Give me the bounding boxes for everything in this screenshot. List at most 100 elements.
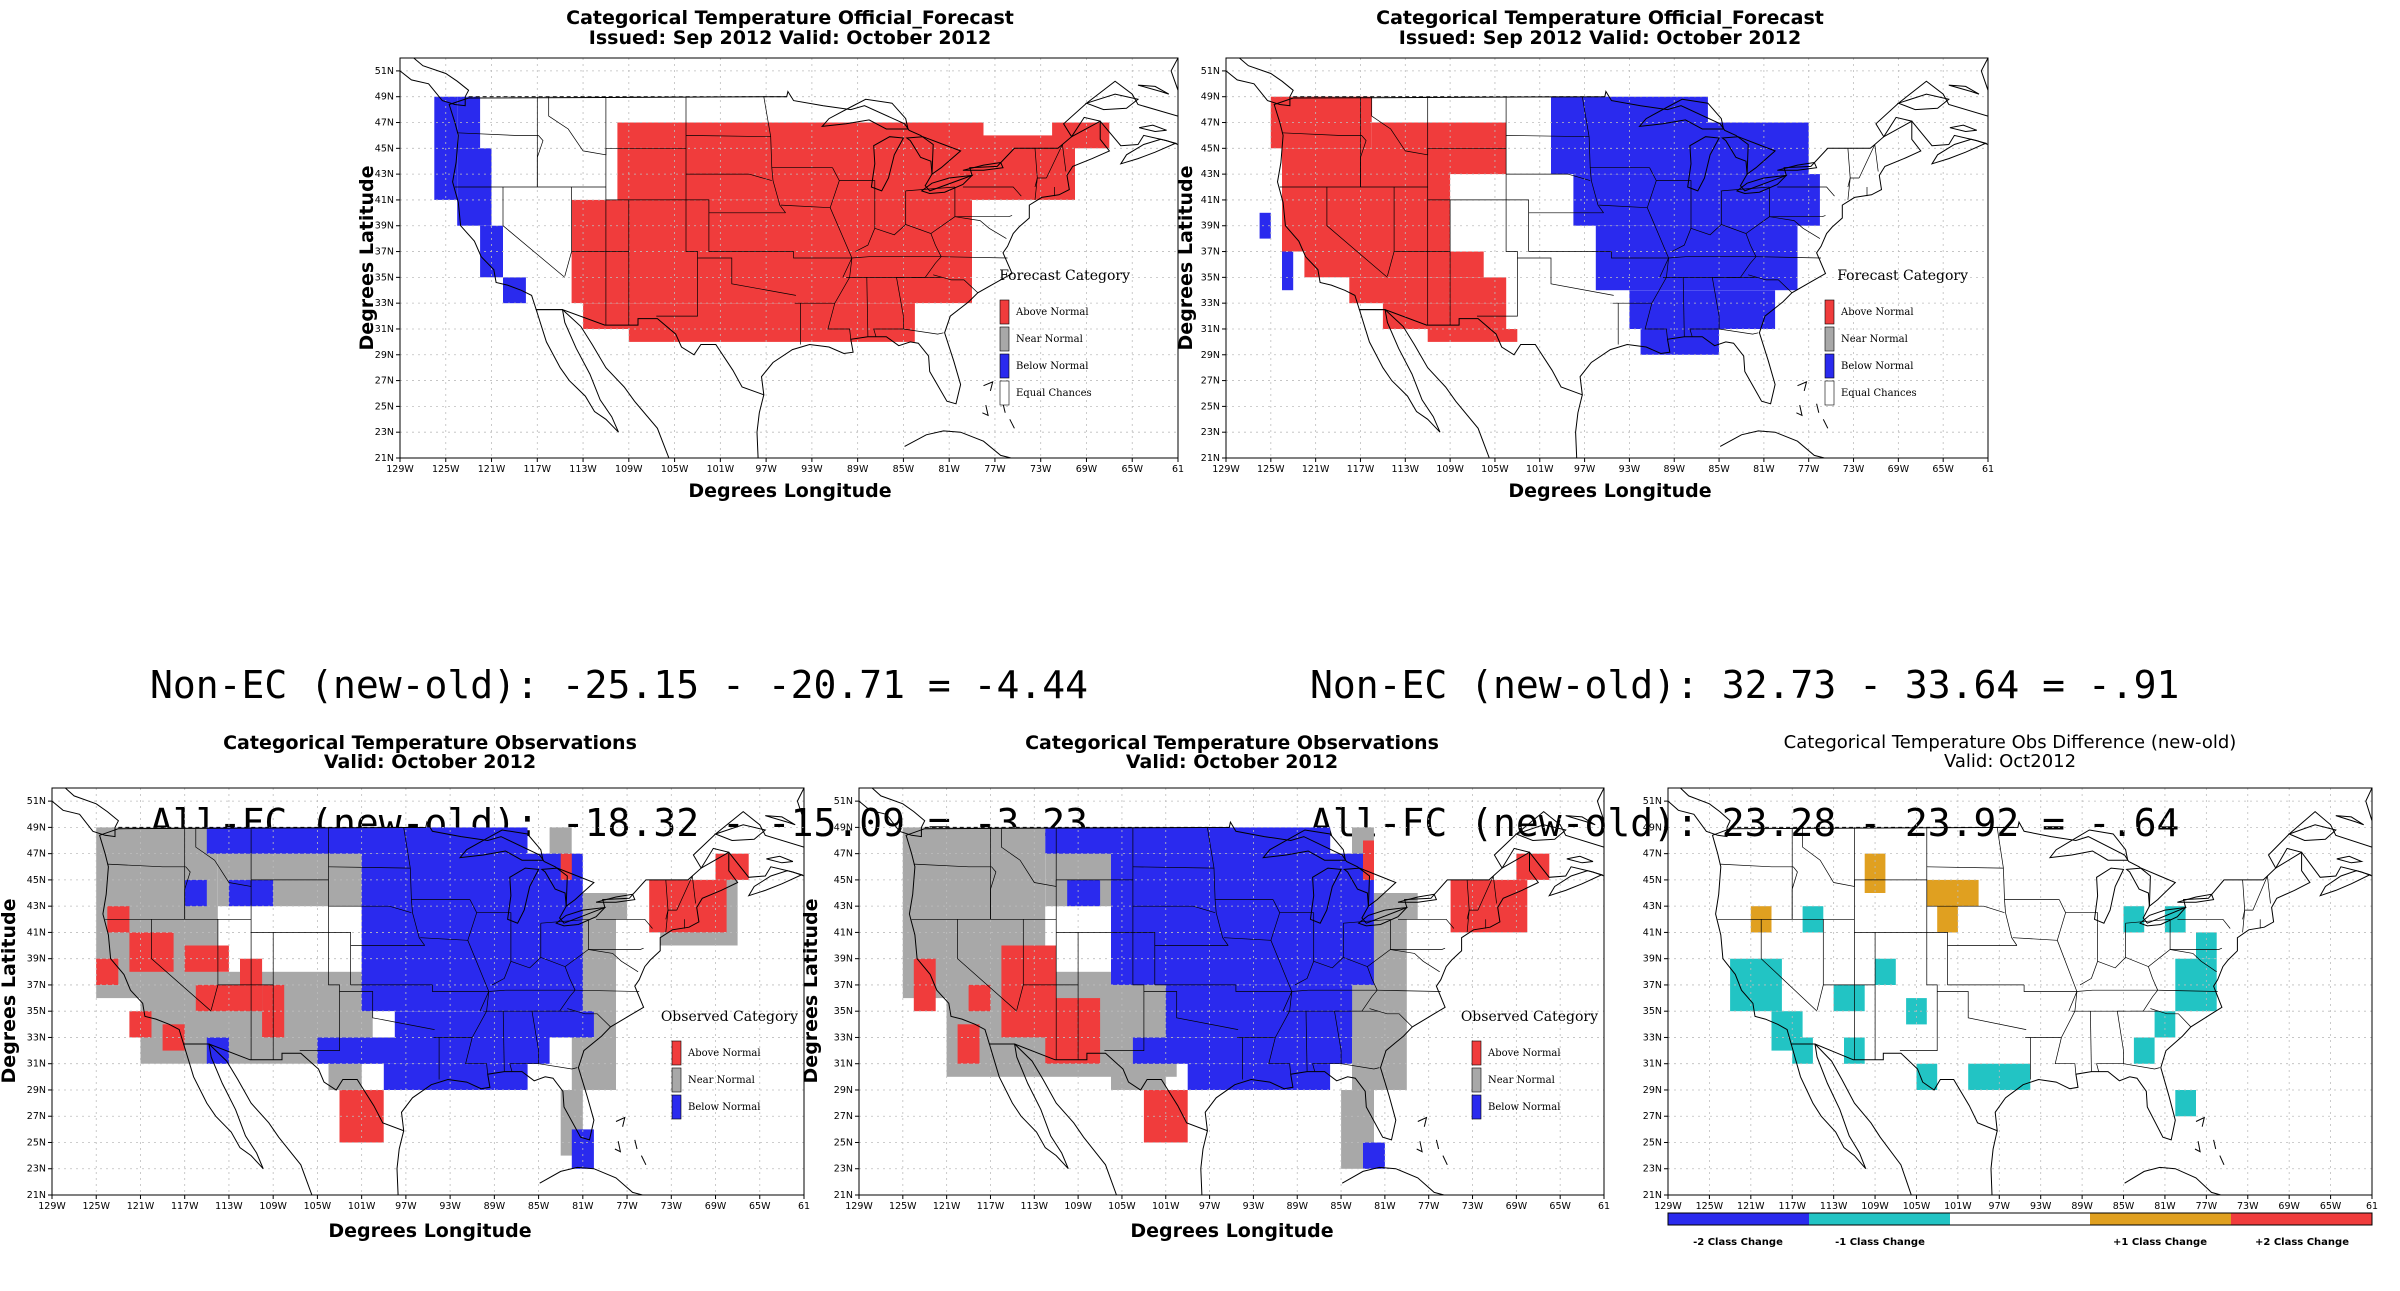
latitude-tick-label: 27N (27, 1111, 46, 1122)
state-border (420, 937, 468, 941)
state-border (491, 923, 512, 986)
latitude-tick-label: 41N (375, 195, 394, 206)
great-lake (458, 829, 544, 861)
observations-map-new-svg: Categorical Temperature Observations Val… (800, 732, 1610, 1242)
longitude-tick-label: 93W (439, 1201, 461, 1212)
category-cell-above (957, 1024, 980, 1064)
longitude-tick-label: 73W (1030, 464, 1052, 475)
latitude-tick-label: 49N (1201, 92, 1220, 103)
latitude-tick-label: 49N (1643, 822, 1662, 833)
anticosti-island (2335, 815, 2364, 826)
x-axis-label: Degrees Longitude (1130, 1220, 1333, 1242)
state-border (771, 167, 786, 214)
state-border (479, 989, 640, 1012)
category-cell-below (1259, 212, 1271, 239)
map-legend: Observed Category Above Normal Near Norm… (661, 1009, 798, 1120)
bahamas-island (2213, 1139, 2217, 1150)
state-border (151, 919, 212, 1012)
state-border (1858, 144, 1876, 179)
state-border (1427, 199, 1529, 252)
legend-swatch-above (1824, 299, 1835, 325)
latitude-tick-label: 45N (1643, 875, 1662, 886)
prince-edward-island (2336, 855, 2364, 864)
longitude-tick-label: 77W (1798, 464, 1820, 475)
state-border (1492, 875, 1497, 904)
state-border (1847, 177, 1860, 188)
bahamas-island (640, 1155, 647, 1166)
canada-west-coast (400, 58, 470, 107)
bahamas-island (2219, 1155, 2225, 1166)
great-lake (870, 136, 905, 192)
great-lake (1687, 136, 1720, 192)
prince-edward-island (766, 855, 794, 864)
state-border (2242, 879, 2246, 933)
longitude-tick-label: 69W (1076, 464, 1098, 475)
latitude-tick-label: 31N (27, 1059, 46, 1070)
mexico-gulf-coast (1990, 1130, 1998, 1195)
state-border (2068, 989, 2218, 1012)
latitude-tick-label: 27N (1643, 1111, 1662, 1122)
category-cell-cyan (1916, 1063, 1938, 1090)
latitude-tick-label: 21N (375, 453, 394, 464)
bahamas-island (1416, 1141, 1423, 1153)
map-layer (1668, 788, 2372, 1195)
legend-label-below: Below Normal (1841, 361, 1913, 372)
latitude-tick-label: 33N (1643, 1032, 1662, 1043)
state-border (1760, 919, 1818, 1012)
state-border (2252, 875, 2268, 911)
longitude-tick-label: 105W (661, 464, 689, 475)
state-border (903, 328, 944, 335)
map-frame (1225, 57, 1989, 459)
latitude-tick-label: 23N (1643, 1164, 1662, 1175)
legend-swatch-above (1471, 1040, 1482, 1066)
longitude-tick-label: 81W (572, 1201, 594, 1212)
latitude-tick-label: 21N (27, 1190, 46, 1201)
category-cell-below (394, 1011, 594, 1038)
anticosti-island (1137, 84, 1170, 95)
stats-right: Non-EC (new-old): 32.73 - 33.64 = -.91 A… (1310, 570, 2179, 892)
canada-east-coast (1062, 80, 1178, 147)
longitude-tick-label: 93W (1243, 1201, 1265, 1212)
latitude-tick-label: 25N (27, 1137, 46, 1148)
longitude-tick-label: 69W (1506, 1201, 1528, 1212)
canada-east-coast (2267, 810, 2372, 878)
state-border (1281, 132, 1362, 136)
state-border (1016, 919, 1024, 1010)
latitude-tick-label: 23N (375, 427, 394, 438)
map-title-line1: Categorical Temperature Observations (223, 732, 637, 754)
legend-swatch-above (999, 299, 1010, 325)
nova-scotia (1930, 138, 1988, 165)
longitude-tick-label: 73W (661, 1201, 683, 1212)
state-border (930, 216, 956, 234)
state-border (1477, 875, 1494, 911)
longitude-tick-label: 121W (1302, 464, 1330, 475)
latitude-tick-label: 35N (834, 1006, 853, 1017)
latitude-tick-label: 25N (834, 1137, 853, 1148)
latitude-tick-label: 43N (375, 169, 394, 180)
colorbar-segment-plus1 (2090, 1213, 2231, 1225)
longitude-tick-label: 101W (1526, 464, 1554, 475)
state-border (476, 912, 512, 924)
latitude-tick-label: 37N (1201, 247, 1220, 258)
state-border (538, 1063, 578, 1070)
state-border (403, 827, 470, 900)
latitude-tick-label: 25N (1201, 401, 1220, 412)
state-border (1001, 827, 1057, 887)
state-border (1611, 251, 1669, 259)
longitude-tick-label: 61 (1982, 464, 1994, 475)
state-border (1506, 173, 1591, 181)
state-border (1326, 187, 1388, 278)
legend-swatch-below (1824, 353, 1835, 379)
state-border (1937, 991, 2027, 1030)
latitude-tick-label: 23N (27, 1164, 46, 1175)
observations-map-new: Categorical Temperature Observations Val… (800, 725, 1620, 1255)
great-lake (2177, 893, 2215, 903)
category-cell-above (1450, 879, 1528, 933)
colorbar-label-plus2: +2 Class Change (2255, 1237, 2349, 1248)
x-axis-label: Degrees Longitude (688, 480, 891, 502)
longitude-tick-label: 125W (889, 1201, 917, 1212)
state-border (1682, 277, 1685, 337)
state-border (1312, 1011, 1342, 1072)
longitude-tick-label: 77W (616, 1201, 638, 1212)
latitude-tick-label: 47N (375, 118, 394, 129)
